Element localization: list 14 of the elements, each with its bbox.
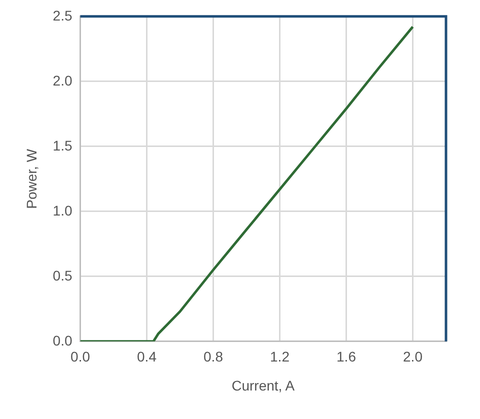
y-tick-label: 2.5 — [52, 7, 72, 24]
y-axis-title: Power, W — [23, 148, 40, 209]
y-tick-label: 1.5 — [52, 137, 72, 154]
x-tick-label: 2.0 — [403, 348, 423, 365]
x-tick-label: 0.8 — [204, 348, 224, 365]
y-tick-label: 0.0 — [52, 332, 72, 348]
x-axis-title: Current, A — [232, 377, 296, 394]
y-tick-label: 0.5 — [52, 267, 72, 284]
y-tick-label: 1.0 — [52, 202, 72, 218]
y-tick-label: 2.0 — [52, 72, 72, 88]
x-tick-label: 0.0 — [70, 348, 90, 365]
x-tick-label: 0.4 — [137, 348, 157, 365]
x-tick-label: 1.2 — [270, 348, 290, 365]
x-tick-label: 1.6 — [336, 348, 356, 365]
